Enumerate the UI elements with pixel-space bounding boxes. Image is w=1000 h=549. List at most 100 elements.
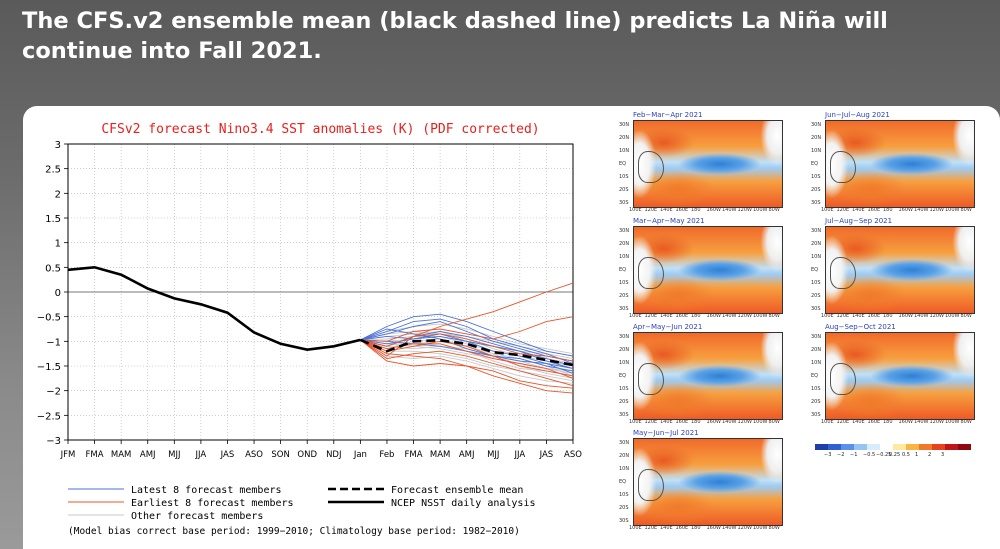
map-lon-label: 140W: [722, 207, 737, 213]
x-tick-label: JAS: [220, 450, 235, 460]
colorbar-segment: [893, 444, 906, 450]
map-lon-label: 120W: [737, 525, 753, 531]
map-lat-label: 20S: [811, 293, 821, 299]
colorbar-label: 0.5: [902, 452, 910, 458]
content-card: CFSv2 forecast Nino3.4 SST anomalies (K)…: [23, 106, 1000, 549]
map-lon-label: 140E: [660, 525, 673, 531]
map-lon-label: 120E: [836, 313, 850, 319]
map-lat-label: 20N: [811, 347, 822, 353]
map-lon-label: 120W: [929, 207, 945, 213]
y-tick-label: 0: [55, 288, 61, 299]
map-lon-label: 120E: [644, 419, 658, 425]
map-title: Feb−Mar−Apr 2021: [633, 111, 703, 119]
map-lon-label: 140W: [722, 525, 737, 531]
legend-latest-label: Latest 8 forecast members: [131, 485, 282, 496]
sst-anomaly-map: [825, 226, 975, 314]
map-lon-label: 100W: [753, 313, 768, 319]
x-tick-label: NDJ: [326, 450, 341, 460]
map-lat-label: 10N: [619, 360, 630, 366]
map-panel: Aug−Sep−Oct 2021 30N 20N 10N EQ 10S 20S 30S 100E…: [811, 323, 977, 426]
latest-member-line: [360, 333, 574, 374]
map-lon-label: 140E: [660, 313, 673, 319]
observed-line: [67, 265, 361, 352]
chart-title: CFSv2 forecast Nino3.4 SST anomalies (K)…: [101, 122, 539, 137]
map-lat-label: 10S: [811, 386, 821, 392]
map-panel: Mar−Apr−May 2021 30N 20N 10N EQ 10S 20S 30S 100E…: [619, 217, 785, 320]
map-lon-label: 180: [691, 419, 701, 425]
y-tick-label: −2.5: [37, 411, 61, 422]
map-lon-label: 80W: [960, 419, 972, 425]
map-lon-label: 100W: [753, 419, 768, 425]
earliest-member-line: [360, 333, 574, 362]
map-panel: Jun−Jul−Aug 2021 30N 20N 10N EQ 10S 20S 30S 100E…: [811, 111, 977, 214]
map-lon-label: 160E: [867, 313, 881, 319]
colorbar-segment: [880, 444, 893, 450]
x-tick-label: MJJ: [168, 450, 180, 460]
other-member-line: [360, 323, 574, 355]
latest-member-line: [360, 321, 574, 362]
map-lon-label: 180: [883, 419, 893, 425]
map-lat-label: 30S: [811, 412, 821, 418]
map-lon-label: 120W: [737, 419, 753, 425]
earliest-member-line: [360, 339, 574, 377]
ensemble-mean-line: [359, 338, 574, 367]
map-lat-label: 30N: [619, 334, 630, 340]
colorbar-label: −2: [837, 452, 845, 458]
map-panel: May−Jun−Jul 2021 30N 20N 10N EQ 10S 20S 30S 100E…: [619, 429, 785, 532]
x-tick-label: MJJ: [487, 450, 499, 460]
chart-footnote: (Model bias correct base period: 1999−20…: [68, 526, 520, 537]
plot-frame: [67, 143, 574, 441]
x-tick-label: MAM: [430, 450, 450, 460]
sst-anomaly-map: [633, 226, 783, 314]
map-lat-label: EQ: [619, 267, 627, 273]
map-lat-label: 30N: [811, 122, 822, 128]
sst-anomaly-map: [633, 438, 783, 526]
map-lon-label: 120E: [836, 207, 850, 213]
earliest-member-line: [360, 316, 574, 342]
map-lat-label: 10N: [811, 148, 822, 154]
map-lon-label: 160W: [706, 419, 722, 425]
map-lat-label: 20N: [619, 241, 630, 247]
map-lon-label: 140W: [914, 419, 929, 425]
map-lat-label: 10N: [811, 254, 822, 260]
map-lon-label: 80W: [768, 207, 780, 213]
map-lon-label: 120W: [929, 419, 945, 425]
map-lon-label: 160W: [898, 313, 914, 319]
y-tick-label: −1: [46, 337, 61, 348]
map-lat-label: 30N: [811, 228, 822, 234]
map-lat-label: 20N: [811, 135, 822, 141]
map-title: Jul−Aug−Sep 2021: [825, 217, 893, 225]
colorbar-segment: [906, 444, 919, 450]
sst-anomaly-map: [633, 332, 783, 420]
other-member-line: [360, 339, 574, 382]
y-tick-label: 3: [55, 140, 61, 151]
map-lat-label: 10N: [619, 254, 630, 260]
legend-earliest-label: Earliest 8 forecast members: [131, 498, 294, 509]
colorbar-label: 1: [915, 452, 919, 458]
map-lon-label: 100E: [821, 207, 834, 213]
map-lon-label: 140E: [660, 207, 673, 213]
map-lat-label: 20N: [619, 135, 630, 141]
map-lon-label: 100E: [629, 207, 642, 213]
map-lat-label: 10S: [619, 492, 629, 498]
other-member-line: [360, 335, 574, 364]
map-lon-label: 80W: [768, 525, 780, 531]
map-lon-label: 140E: [852, 313, 865, 319]
map-title: Mar−Apr−May 2021: [633, 217, 705, 225]
map-panel: Feb−Mar−Apr 2021 30N 20N 10N EQ 10S 20S 30S 100E…: [619, 111, 785, 214]
map-lon-label: 100E: [821, 419, 834, 425]
latest-member-line: [360, 313, 574, 357]
map-lon-label: 120E: [644, 207, 658, 213]
map-lat-label: EQ: [619, 373, 627, 379]
map-lon-label: 100W: [945, 207, 960, 213]
map-lon-label: 120W: [737, 207, 753, 213]
map-lat-label: 30S: [619, 200, 629, 206]
map-lat-label: EQ: [619, 161, 627, 167]
x-tick-label: JAS: [539, 450, 554, 460]
map-title: May−Jun−Jul 2021: [633, 429, 699, 437]
map-lon-label: 160E: [675, 525, 689, 531]
map-lon-label: 180: [691, 207, 701, 213]
map-lon-label: 180: [883, 207, 893, 213]
map-lon-label: 160W: [706, 525, 722, 531]
map-lon-label: 160E: [867, 419, 881, 425]
